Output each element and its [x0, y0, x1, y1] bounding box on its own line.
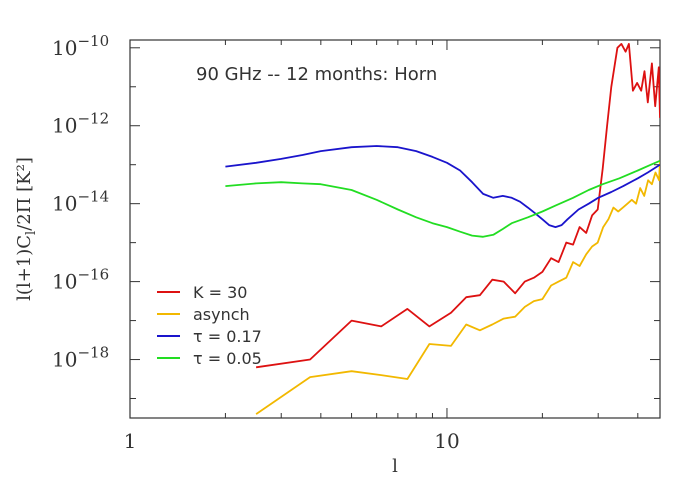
series-line	[255, 160, 660, 415]
series-line	[225, 145, 660, 229]
legend-label: τ = 0.05	[193, 349, 262, 368]
y-tick-label: 10−18	[52, 344, 109, 372]
chart-annotation: 90 GHz -- 12 months: Horn	[196, 64, 437, 85]
legend-label: τ = 0.17	[193, 327, 262, 346]
series-line	[255, 43, 660, 369]
y-tick-label: 10−10	[52, 32, 109, 60]
series-line	[225, 159, 660, 238]
series-lines	[225, 43, 660, 415]
x-axis-title: l	[392, 456, 398, 477]
legend-label: K = 30	[193, 283, 247, 302]
y-axis-title: l(l+1)Cl/2Π [K²]	[14, 157, 39, 301]
y-axis-title-tail: /2Π [K²]	[14, 157, 35, 231]
y-axis-title-main: l(l+1)C	[14, 235, 35, 301]
x-tick-label: 10	[434, 429, 459, 453]
y-tick-label: 10−14	[52, 188, 109, 216]
y-axis-title-sub: l	[24, 231, 39, 235]
plot-frame	[129, 39, 661, 419]
x-tick-label: 1	[124, 429, 137, 453]
y-tick-label: 10−16	[52, 266, 109, 294]
legend: K = 30 asynch τ = 0.17 τ = 0.05	[157, 283, 262, 368]
legend-label: asynch	[193, 305, 250, 324]
y-tick-label: 10−12	[52, 110, 109, 138]
ticks: 1 10 10−10 10−12 10−14 10−16 10−18	[52, 32, 660, 453]
